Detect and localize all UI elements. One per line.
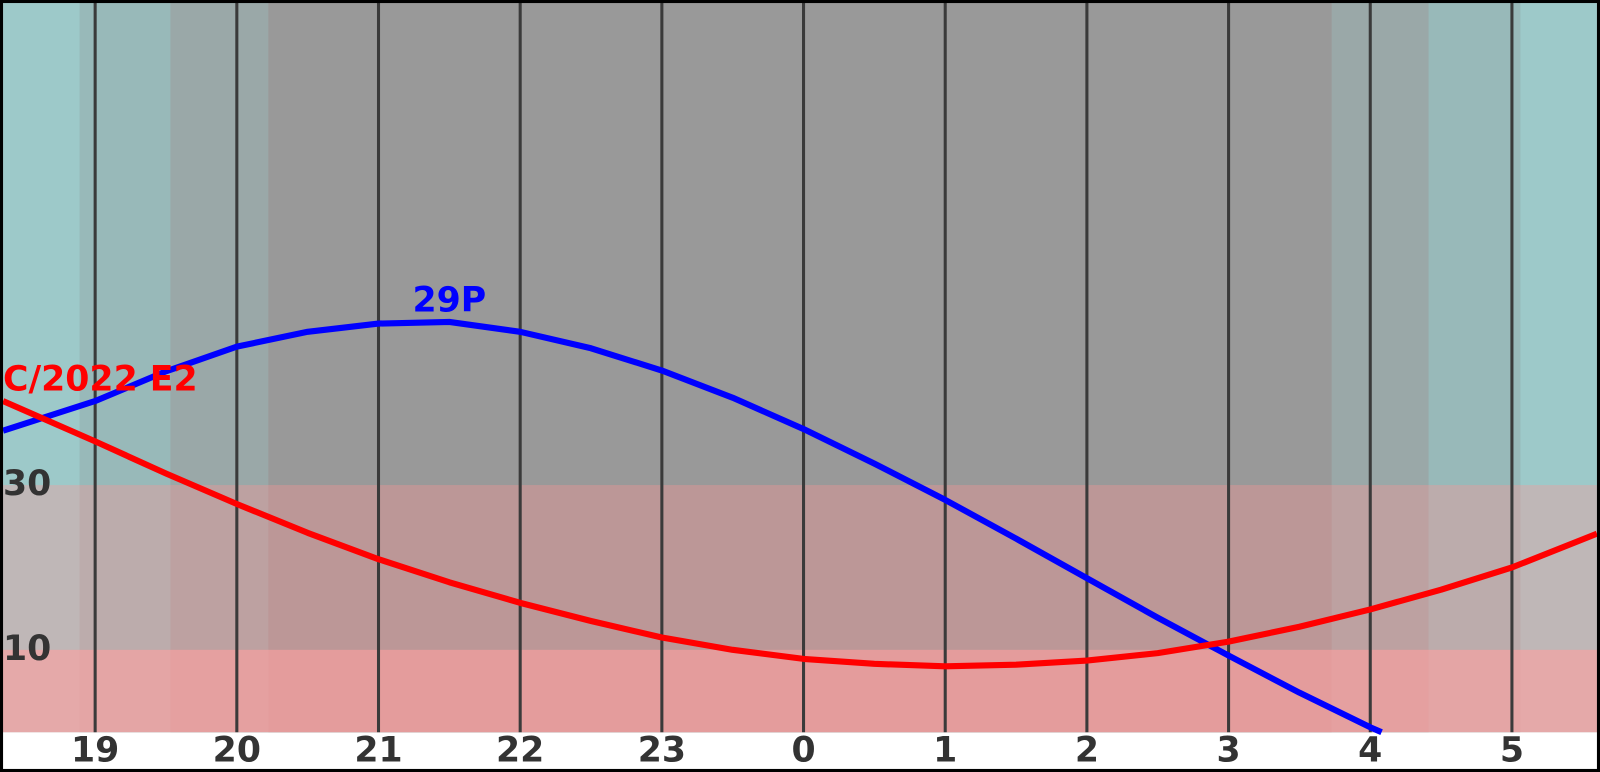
x-tick-label: 23 [638,731,686,771]
y-tick-label: 10 [3,629,51,669]
series-label: 29P [413,281,487,321]
x-tick-label: 3 [1217,731,1241,771]
x-tick-label: 1 [933,731,957,771]
x-tick-label: 4 [1358,731,1382,771]
sky-night [268,3,1332,733]
series-label: C/2022 E2 [3,360,198,400]
x-tick-label: 5 [1500,731,1524,771]
x-tick-label: 22 [496,731,544,771]
series-line [1,398,1599,670]
x-tick-label: 19 [71,731,119,771]
x-tick-label: 2 [1075,731,1099,771]
x-tick-label: 21 [354,731,402,771]
x-tick-label: 20 [213,731,261,771]
x-tick-label: 0 [791,731,815,771]
low-altitude-zone [3,649,1597,733]
y-tick-label: 30 [3,464,51,504]
